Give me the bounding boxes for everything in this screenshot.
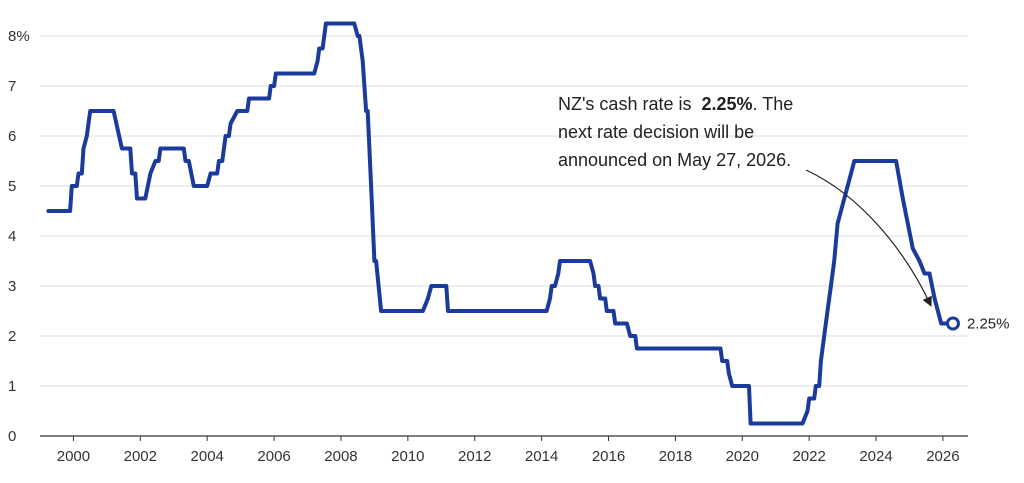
annotation-segment: . The	[753, 94, 794, 114]
x-tick-label: 2022	[792, 448, 825, 465]
y-axis-tick-labels: 0 1 2 3 4 5 6 7 8%	[8, 28, 30, 445]
x-tick-label: 2004	[191, 448, 224, 465]
annotation-line: next rate decision will be	[558, 122, 754, 142]
x-tick-label: 2020	[726, 448, 759, 465]
x-tick-label: 2006	[257, 448, 290, 465]
y-tick-label: 2	[8, 328, 16, 345]
x-axis-tick-labels: 2000 2002 2004 2006 2008 2010 2012 2014 2016 2018…	[57, 436, 960, 465]
annotation: NZ's cash rate is 2.25%. The next rate de…	[558, 94, 932, 307]
y-tick-label: 6	[8, 128, 16, 145]
x-tick-label: 2026	[926, 448, 959, 465]
annotation-arrow	[805, 169, 932, 307]
gridlines	[40, 35, 968, 387]
annotation-segment: NZ's cash rate is	[558, 94, 701, 114]
y-tick-label: 0	[8, 428, 16, 445]
x-tick-label: 2018	[659, 448, 692, 465]
cash-rate-line	[46, 21, 955, 426]
end-value-label: 2.25%	[967, 316, 1010, 333]
annotation-line: NZ's cash rate is 2.25%. The	[558, 94, 793, 114]
x-tick-label: 2008	[324, 448, 357, 465]
annotation-line: announced on May 27, 2026.	[558, 150, 791, 170]
y-tick-label: 5	[8, 178, 16, 195]
y-tick-label: 4	[8, 228, 16, 245]
x-tick-label: 2016	[592, 448, 625, 465]
x-tick-label: 2000	[57, 448, 90, 465]
y-tick-label: 8%	[8, 28, 30, 45]
annotation-segment: next rate decision will be	[558, 122, 754, 142]
x-tick-label: 2010	[391, 448, 424, 465]
y-tick-label: 7	[8, 78, 16, 95]
annotation-segment: 2.25%	[701, 94, 752, 114]
annotation-segment: announced on May 27, 2026.	[558, 150, 791, 170]
annotation-text: NZ's cash rate is 2.25%. The next rate de…	[558, 94, 793, 170]
y-tick-label: 1	[8, 378, 16, 395]
series-layer: 2.25%	[46, 21, 1010, 426]
end-point-marker	[945, 316, 960, 331]
y-tick-label: 3	[8, 278, 16, 295]
x-tick-label: 2002	[124, 448, 157, 465]
x-tick-label: 2012	[458, 448, 491, 465]
x-tick-label: 2024	[859, 448, 892, 465]
x-tick-label: 2014	[525, 448, 558, 465]
